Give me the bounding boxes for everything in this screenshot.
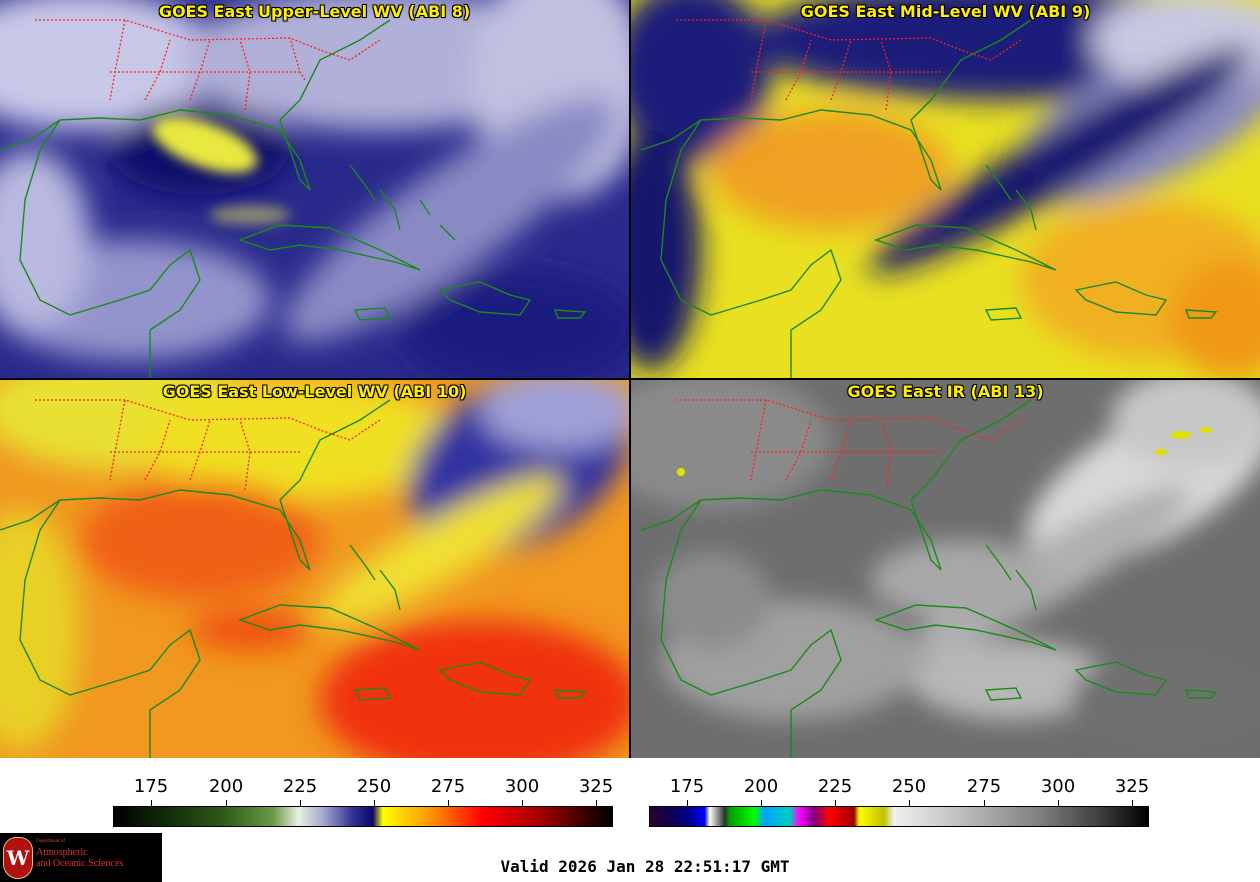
panel-divider-horizontal (0, 378, 1260, 380)
ir-tick-label: 300 (1040, 776, 1076, 797)
low-level-wv-panel: GOES East Low-Level WV (ABI 10) (0, 380, 629, 758)
wv-tick-label: 325 (578, 776, 614, 797)
ir-tick-mark (687, 800, 688, 806)
wv-tick-mark (374, 800, 375, 806)
ir-tick-mark (984, 800, 985, 806)
ir-tick-mark (835, 800, 836, 806)
upper-level-wv-title: GOES East Upper-Level WV (ABI 8) (158, 2, 471, 21)
mid-level-wv-title: GOES East Mid-Level WV (ABI 9) (800, 2, 1091, 21)
wv-tick-mark (522, 800, 523, 806)
aos-logo: W Department of Atmospheric and Oceanic … (0, 833, 162, 882)
wv-tick-label: 250 (356, 776, 392, 797)
low-level-wv-title: GOES East Low-Level WV (ABI 10) (162, 382, 467, 401)
ir-colorbar-gradient (649, 806, 1149, 827)
wv-tick-label: 300 (504, 776, 540, 797)
wv-tick-mark (300, 800, 301, 806)
ir-panel: GOES East IR (ABI 13) (631, 380, 1260, 758)
logo-name: Atmospheric and Oceanic Sciences (36, 847, 123, 869)
wv-colorbar-gradient (113, 806, 613, 827)
mid-level-wv-panel: GOES East Mid-Level WV (ABI 9) (631, 0, 1260, 378)
ir-title: GOES East IR (ABI 13) (847, 382, 1044, 401)
wv-tick-label: 275 (430, 776, 466, 797)
wv-tick-mark (448, 800, 449, 806)
ir-tick-mark (909, 800, 910, 806)
upper-level-wv-image (0, 0, 629, 378)
upper-level-wv-panel: GOES East Upper-Level WV (ABI 8) (0, 0, 629, 378)
wv-tick-mark (151, 800, 152, 806)
wv-tick-label: 225 (282, 776, 318, 797)
ir-tick-mark (761, 800, 762, 806)
ir-tick-mark (1132, 800, 1133, 806)
ir-tick-label: 200 (743, 776, 779, 797)
ir-tick-label: 250 (891, 776, 927, 797)
valid-time: Valid 2026 Jan 28 22:51:17 GMT (500, 857, 790, 876)
ir-tick-label: 175 (669, 776, 705, 797)
logo-department: Department of (36, 839, 66, 844)
wv-tick-label: 200 (208, 776, 244, 797)
ir-tick-label: 225 (817, 776, 853, 797)
ir-tick-label: 275 (966, 776, 1002, 797)
mid-level-wv-image (631, 0, 1260, 378)
ir-image (631, 380, 1260, 758)
ir-tick-label: 325 (1114, 776, 1150, 797)
ir-tick-mark (1058, 800, 1059, 806)
logo-line-2: and Oceanic Sciences (36, 858, 124, 869)
wv-tick-label: 175 (133, 776, 169, 797)
wv-tick-mark (596, 800, 597, 806)
wv-tick-mark (226, 800, 227, 806)
low-level-wv-image (0, 380, 629, 758)
logo-line-1: Atmospheric (36, 847, 88, 858)
uw-seal-icon: W (3, 837, 33, 879)
